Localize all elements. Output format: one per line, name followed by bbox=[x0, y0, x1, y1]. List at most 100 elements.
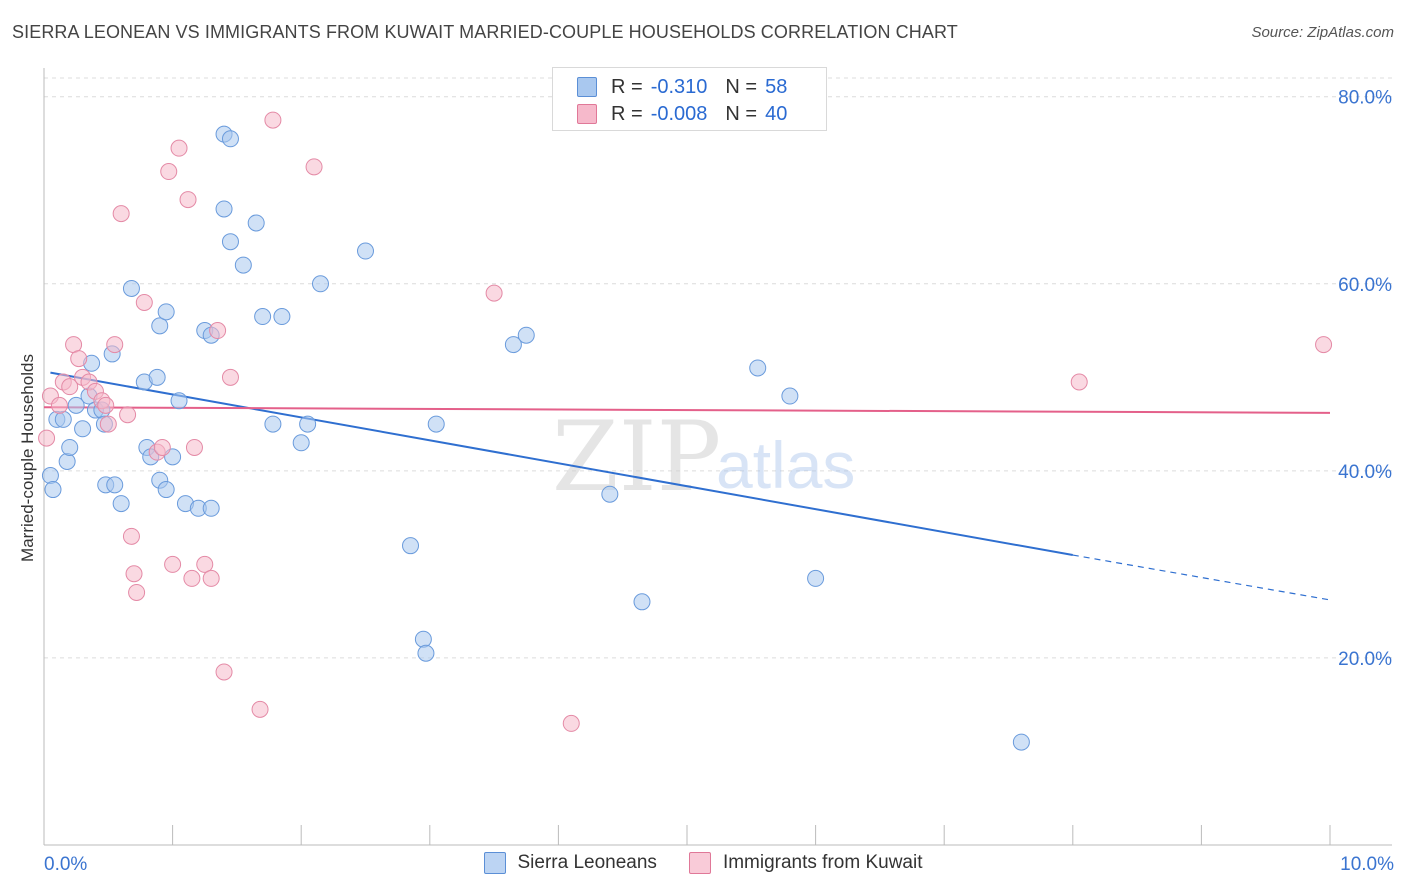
point-kuwait bbox=[70, 350, 88, 368]
point-sierra-leonean bbox=[807, 569, 825, 587]
tick-labels: 20.0% 40.0% 60.0% 80.0% 0.0% 10.0% bbox=[44, 88, 1394, 875]
point-sierra-leonean bbox=[148, 368, 166, 386]
chart-title: SIERRA LEONEAN VS IMMIGRANTS FROM KUWAIT… bbox=[12, 22, 958, 42]
point-kuwait bbox=[221, 368, 239, 386]
point-kuwait bbox=[202, 569, 220, 587]
legend-row-kuwait: R = -0.008 N = 40 bbox=[577, 103, 805, 125]
trend-line-kuwait bbox=[43, 406, 1331, 414]
point-sierra-leonean bbox=[427, 415, 445, 433]
point-sierra-leonean bbox=[170, 392, 188, 410]
correlation-legend: R = -0.310 N = 58 R = -0.008 N = 40 bbox=[552, 67, 827, 131]
point-sierra-leonean bbox=[54, 410, 72, 428]
point-kuwait bbox=[1315, 336, 1333, 354]
point-kuwait bbox=[61, 378, 79, 396]
point-sierra-leonean bbox=[106, 476, 124, 494]
point-kuwait bbox=[251, 700, 269, 718]
trend-line-extension bbox=[1072, 554, 1331, 601]
point-kuwait bbox=[99, 415, 117, 433]
trend-lines bbox=[43, 371, 1331, 601]
point-sierra-leonean bbox=[601, 485, 619, 503]
point-sierra-leonean bbox=[402, 537, 420, 555]
legend-label: Sierra Leoneans bbox=[517, 852, 657, 873]
point-sierra-leonean bbox=[221, 130, 239, 148]
y-tick-label: 20.0% bbox=[1338, 649, 1392, 670]
point-kuwait bbox=[179, 191, 197, 209]
legend-label: Immigrants from Kuwait bbox=[722, 852, 923, 873]
n-value: 40 bbox=[765, 102, 788, 125]
point-sierra-leonean bbox=[264, 415, 282, 433]
point-sierra-leonean bbox=[247, 214, 265, 232]
legend-item-sierra-leoneans: Sierra Leoneans bbox=[483, 852, 657, 874]
source-label: Source: ZipAtlas.com bbox=[1251, 24, 1394, 41]
point-kuwait bbox=[97, 396, 115, 414]
point-sierra-leonean bbox=[417, 644, 435, 662]
r-value: -0.008 bbox=[650, 102, 708, 125]
watermark-zip: ZIP bbox=[552, 401, 721, 513]
point-sierra-leonean bbox=[157, 481, 175, 499]
point-kuwait bbox=[264, 111, 282, 129]
point-kuwait bbox=[209, 322, 227, 340]
point-kuwait bbox=[50, 396, 68, 414]
point-sierra-leonean bbox=[749, 359, 767, 377]
point-kuwait bbox=[38, 429, 56, 447]
point-sierra-leonean bbox=[61, 438, 79, 456]
point-kuwait bbox=[106, 336, 124, 354]
legend-swatch-pink bbox=[688, 852, 711, 874]
point-sierra-leonean bbox=[74, 420, 92, 438]
point-kuwait bbox=[183, 569, 201, 587]
point-sierra-leonean bbox=[58, 453, 76, 470]
r-label: R = bbox=[611, 102, 643, 125]
point-sierra-leonean bbox=[112, 495, 130, 513]
watermark-atlas: atlas bbox=[716, 428, 855, 502]
point-sierra-leonean bbox=[44, 481, 62, 499]
point-sierra-leonean bbox=[357, 242, 374, 260]
point-kuwait bbox=[112, 205, 130, 223]
point-kuwait bbox=[128, 583, 146, 601]
y-tick-label: 60.0% bbox=[1338, 275, 1392, 296]
point-sierra-leonean bbox=[67, 396, 85, 414]
r-value: -0.310 bbox=[650, 75, 708, 98]
point-kuwait bbox=[119, 406, 137, 424]
point-sierra-leonean bbox=[414, 630, 432, 648]
series-legend: Sierra Leoneans Immigrants from Kuwait bbox=[0, 852, 1406, 874]
point-sierra-leonean bbox=[633, 593, 651, 611]
legend-swatch-blue bbox=[483, 852, 506, 874]
point-kuwait bbox=[170, 139, 188, 157]
point-kuwait bbox=[485, 284, 503, 302]
point-kuwait bbox=[160, 163, 178, 181]
legend-swatch-blue bbox=[577, 77, 597, 97]
point-sierra-leonean bbox=[1012, 733, 1030, 751]
n-value: 58 bbox=[765, 75, 788, 98]
point-sierra-leonean bbox=[41, 467, 59, 485]
x-tick-label: 0.0% bbox=[44, 854, 87, 875]
point-sierra-leonean bbox=[157, 303, 175, 321]
point-kuwait bbox=[125, 565, 143, 583]
point-sierra-leonean bbox=[234, 256, 252, 274]
point-kuwait bbox=[196, 555, 214, 573]
point-sierra-leonean bbox=[504, 336, 522, 354]
point-kuwait bbox=[135, 293, 153, 311]
point-kuwait bbox=[122, 527, 140, 545]
point-sierra-leonean bbox=[151, 317, 169, 335]
point-kuwait bbox=[305, 158, 323, 176]
point-sierra-leonean bbox=[781, 387, 799, 405]
x-tick-label: 10.0% bbox=[1340, 854, 1394, 875]
point-sierra-leonean bbox=[122, 279, 140, 297]
n-label: N = bbox=[725, 102, 758, 125]
point-sierra-leonean bbox=[311, 275, 329, 293]
legend-item-kuwait: Immigrants from Kuwait bbox=[688, 852, 923, 874]
grid-lines bbox=[44, 77, 1392, 659]
legend-swatch-pink bbox=[577, 104, 597, 124]
point-sierra-leonean bbox=[254, 308, 272, 326]
n-label: N = bbox=[725, 75, 758, 98]
point-sierra-leonean bbox=[202, 499, 220, 517]
point-kuwait bbox=[215, 663, 233, 681]
point-sierra-leonean bbox=[299, 415, 317, 433]
point-sierra-leonean bbox=[215, 200, 233, 218]
trend-line-sierra-leoneans bbox=[50, 371, 1073, 557]
r-label: R = bbox=[611, 75, 643, 98]
y-tick-label: 40.0% bbox=[1338, 462, 1392, 483]
point-kuwait bbox=[562, 714, 580, 732]
